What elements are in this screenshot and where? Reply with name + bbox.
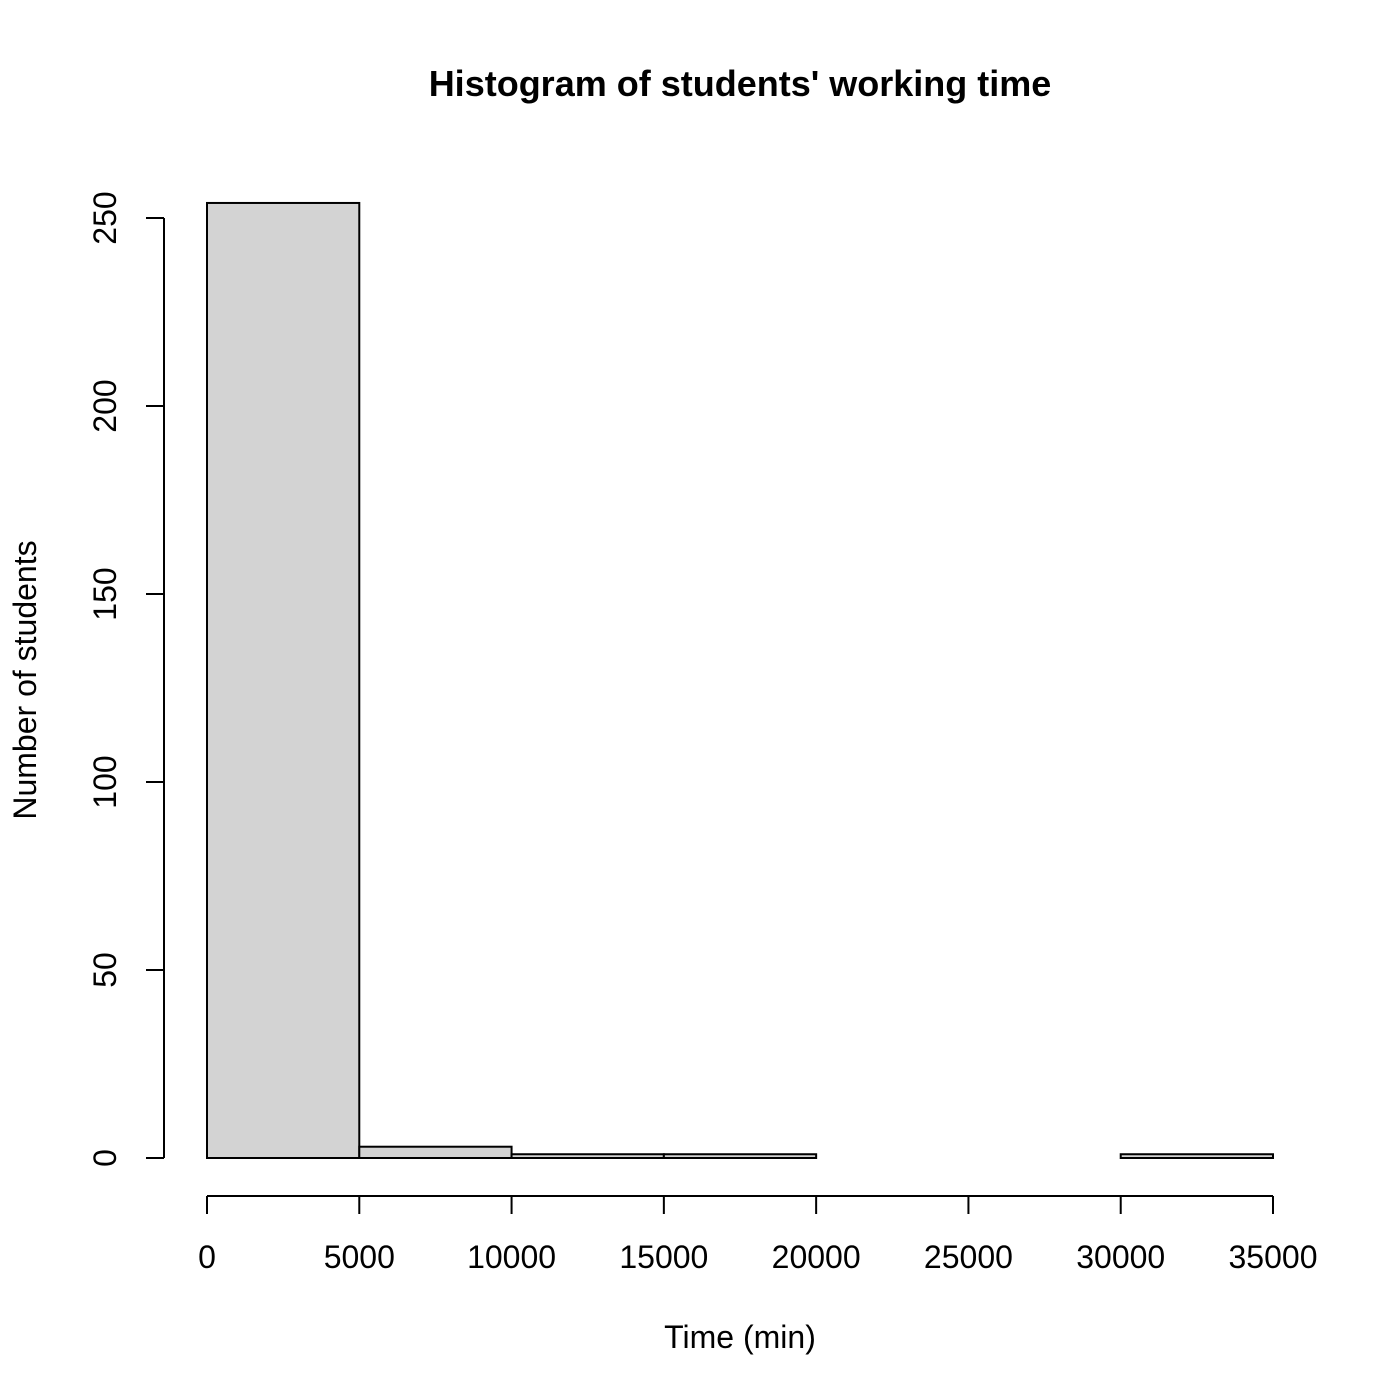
y-tick-label-0: 0	[87, 1149, 123, 1167]
y-tick-label-1: 50	[87, 952, 123, 988]
x-tick-label-0: 0	[198, 1239, 216, 1275]
histogram-bar-2	[510, 1153, 665, 1159]
histogram-bar-0	[206, 201, 361, 1159]
y-tick-label-3: 150	[87, 567, 123, 620]
x-tick-label-2: 10000	[467, 1239, 556, 1275]
x-tick-label-1: 5000	[324, 1239, 395, 1275]
x-axis: 0 5000 10000 15000 20000 25000 30000 35000	[198, 1195, 1318, 1275]
histogram-bar-1	[358, 1145, 513, 1159]
y-axis: 0 50 100 150 200 250	[87, 191, 165, 1167]
histogram-bar-3	[662, 1153, 818, 1159]
y-tick-label-4: 200	[87, 379, 123, 432]
x-tick-label-4: 20000	[772, 1239, 861, 1275]
y-tick-label-2: 100	[87, 755, 123, 808]
x-axis-label: Time (min)	[664, 1319, 816, 1355]
histogram-bar-6	[1119, 1153, 1274, 1159]
x-tick-label-3: 15000	[619, 1239, 708, 1275]
x-tick-label-7: 35000	[1229, 1239, 1318, 1275]
y-tick-label-5: 250	[87, 191, 123, 244]
chart-title: Histogram of students' working time	[429, 63, 1052, 104]
x-tick-label-6: 30000	[1076, 1239, 1165, 1275]
x-tick-label-5: 25000	[924, 1239, 1013, 1275]
bars-group	[206, 201, 1274, 1159]
y-axis-label: Number of students	[7, 540, 43, 819]
